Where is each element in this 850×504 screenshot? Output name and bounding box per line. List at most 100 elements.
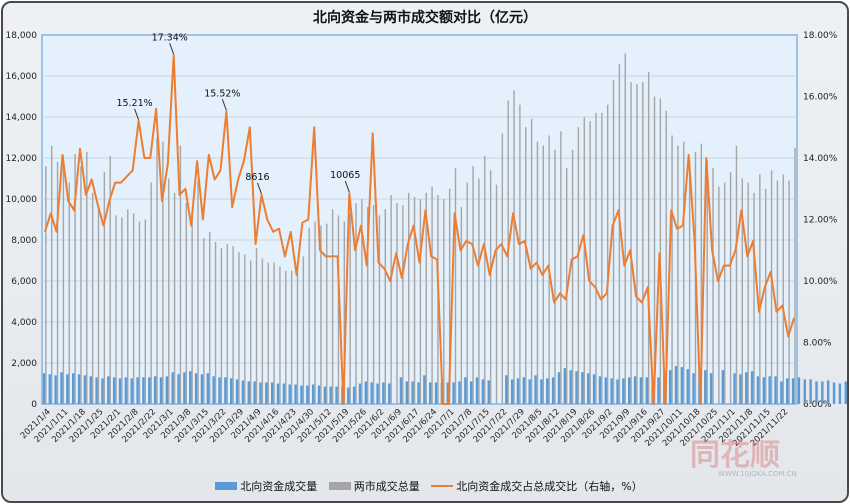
- bar-total: [255, 248, 258, 404]
- bar-northbound: [826, 380, 830, 404]
- bar-northbound: [352, 386, 356, 404]
- bar-northbound: [276, 383, 280, 404]
- bar-total: [197, 180, 199, 404]
- bar-total: [244, 254, 246, 404]
- bar-total: [606, 104, 609, 404]
- bar-northbound: [89, 376, 92, 404]
- y-right-tick-label: 10.00%: [803, 277, 838, 287]
- bar-total: [62, 155, 65, 404]
- bar-total: [232, 246, 234, 404]
- bar-northbound: [130, 378, 133, 404]
- bar-total: [478, 178, 480, 404]
- bar-total: [501, 133, 504, 404]
- bar-northbound: [118, 378, 122, 404]
- bar-total: [554, 149, 556, 404]
- bar-northbound: [604, 377, 607, 404]
- bar-northbound: [750, 371, 754, 404]
- bar-total: [127, 209, 129, 404]
- bar-northbound: [557, 372, 561, 404]
- bar-northbound: [183, 372, 186, 404]
- bar-northbound: [101, 378, 104, 404]
- bar-northbound: [54, 375, 57, 404]
- bar-total: [138, 221, 141, 404]
- bar-total: [659, 98, 662, 405]
- bar-northbound: [668, 370, 672, 404]
- bar-total: [776, 180, 779, 404]
- bar-total: [560, 131, 562, 404]
- bar-northbound: [844, 381, 847, 404]
- bar-northbound: [674, 366, 678, 404]
- bar-total: [209, 231, 211, 404]
- bar-northbound: [587, 373, 590, 404]
- bar-northbound: [253, 381, 256, 404]
- bar-total: [583, 117, 585, 404]
- bar-total: [729, 172, 732, 404]
- bar-total: [688, 160, 691, 404]
- bar-northbound: [294, 384, 297, 404]
- bar-northbound: [112, 377, 116, 404]
- bar-total: [788, 180, 790, 404]
- bar-total: [91, 192, 94, 404]
- bar-total: [384, 209, 386, 404]
- bar-northbound: [692, 373, 695, 404]
- bar-total: [337, 215, 340, 404]
- y-right-tick-label: 16.00%: [803, 93, 838, 103]
- bar-northbound: [323, 386, 327, 404]
- bar-total: [378, 215, 381, 404]
- bar-total: [448, 188, 451, 404]
- bar-northbound: [300, 385, 303, 404]
- bar-northbound: [71, 373, 75, 404]
- bar-northbound: [417, 382, 420, 404]
- bar-total: [396, 203, 398, 404]
- bar-total: [513, 90, 515, 404]
- bar-northbound: [107, 376, 110, 404]
- bar-total: [372, 205, 375, 404]
- bar-total: [214, 242, 217, 404]
- bar-northbound: [189, 371, 192, 404]
- bar-northbound: [563, 368, 567, 404]
- bar-northbound: [159, 377, 163, 404]
- bar-northbound: [551, 377, 555, 404]
- bar-total: [150, 182, 152, 404]
- bar-total: [279, 266, 281, 404]
- bar-total: [759, 174, 761, 404]
- bar-total: [495, 184, 498, 404]
- bar-northbound: [317, 385, 321, 404]
- bar-total: [530, 119, 533, 405]
- bar-total: [50, 145, 53, 404]
- bar-total: [653, 96, 656, 404]
- bar-northbound: [510, 379, 514, 404]
- bar-total: [273, 262, 275, 404]
- bar-northbound: [745, 372, 748, 404]
- bar-northbound: [66, 374, 69, 404]
- legend-swatch-ratio: [431, 485, 454, 487]
- bar-total: [782, 174, 784, 404]
- bar-total: [601, 112, 603, 405]
- bar-northbound: [768, 376, 771, 404]
- bar-northbound: [786, 378, 789, 404]
- bar-total: [97, 209, 100, 404]
- bar-total: [425, 192, 427, 404]
- bar-total: [407, 192, 410, 404]
- chart-title: 北向资金与两市成交额对比（亿元）: [313, 10, 537, 26]
- bar-northbound: [376, 383, 379, 404]
- bar-total: [443, 199, 445, 404]
- bar-northbound: [200, 374, 204, 404]
- bar-total: [454, 168, 457, 404]
- bar-northbound: [282, 383, 286, 404]
- bar-northbound: [762, 377, 766, 404]
- bar-total: [115, 215, 117, 404]
- bar-total: [285, 270, 287, 404]
- y-right-tick-label: 12.00%: [803, 216, 838, 226]
- bar-northbound: [528, 379, 531, 404]
- bar-northbound: [206, 373, 210, 404]
- bar-total: [179, 145, 182, 404]
- bar-total: [74, 153, 76, 404]
- bar-northbound: [388, 383, 391, 404]
- y-left-tick-label: 14,000: [6, 113, 38, 123]
- bar-total: [647, 71, 650, 405]
- bar-northbound: [709, 373, 713, 404]
- watermark-logo: 同花顺: [690, 438, 780, 473]
- annotation-label: 10065: [330, 170, 360, 181]
